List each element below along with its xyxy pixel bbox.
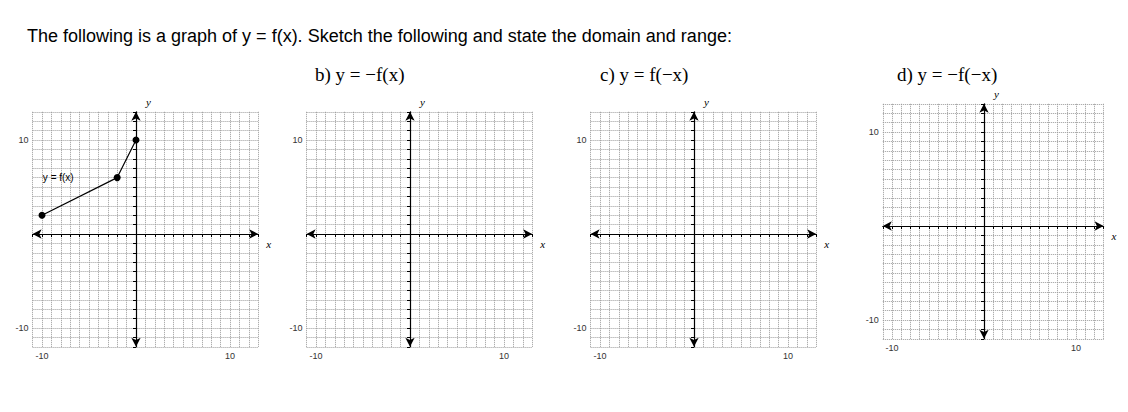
svg-text:y: y <box>145 96 151 108</box>
svg-text:10: 10 <box>869 127 879 137</box>
svg-text:x: x <box>539 238 545 250</box>
svg-text:10: 10 <box>499 351 509 361</box>
svg-text:x: x <box>1111 230 1117 242</box>
svg-text:-10: -10 <box>309 351 322 361</box>
svg-text:-10: -10 <box>16 323 29 333</box>
svg-text:-10: -10 <box>885 343 898 353</box>
svg-text:10: 10 <box>225 351 235 361</box>
svg-text:-10: -10 <box>290 323 303 333</box>
svg-text:x: x <box>823 238 829 250</box>
svg-text:10: 10 <box>1071 343 1081 353</box>
svg-text:10: 10 <box>783 351 793 361</box>
svg-text:c) y = f(−x): c) y = f(−x) <box>600 64 688 86</box>
svg-text:-10: -10 <box>593 351 606 361</box>
svg-text:y: y <box>419 96 425 108</box>
svg-text:x: x <box>265 238 271 250</box>
svg-text:d) y = −f(−x): d) y = −f(−x) <box>897 64 997 86</box>
svg-text:y: y <box>703 96 709 108</box>
svg-text:The following is a graph of y: The following is a graph of y = f(x). Sk… <box>27 26 732 46</box>
svg-text:y = f(x): y = f(x) <box>43 172 74 183</box>
svg-text:-10: -10 <box>866 315 879 325</box>
svg-text:10: 10 <box>19 135 29 145</box>
svg-text:-10: -10 <box>574 323 587 333</box>
svg-text:10: 10 <box>577 135 587 145</box>
svg-text:-10: -10 <box>35 351 48 361</box>
svg-text:10: 10 <box>293 135 303 145</box>
svg-text:y: y <box>993 88 999 100</box>
svg-text:b) y = −f(x): b) y = −f(x) <box>315 64 405 86</box>
